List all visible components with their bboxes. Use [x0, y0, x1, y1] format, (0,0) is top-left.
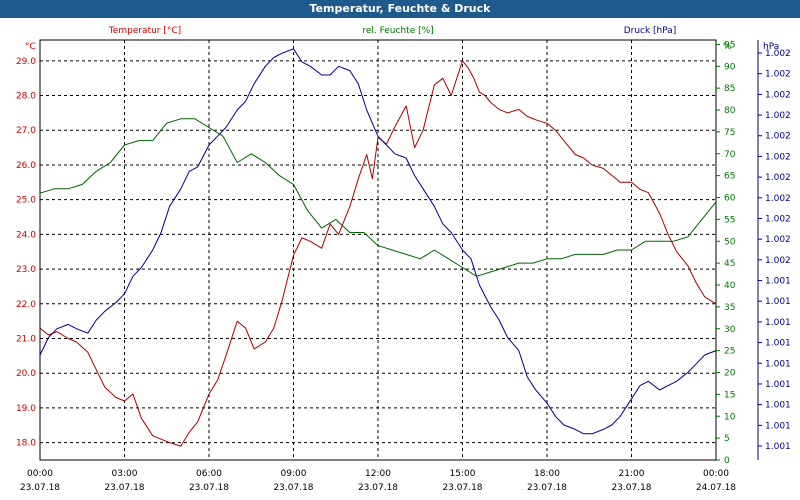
- x-tick-time-label: 12:00: [365, 469, 391, 479]
- x-tick-time-label: 00:00: [27, 469, 53, 479]
- x-tick-time-label: 21:00: [619, 469, 645, 479]
- y-tick-pressure-label: 1.002: [765, 49, 791, 59]
- y-tick-temperature-label: 20.0: [16, 369, 36, 379]
- y-tick-pressure-label: 1.001: [765, 339, 791, 349]
- y-tick-humidity-label: 15: [724, 390, 735, 400]
- x-tick-time-label: 15:00: [450, 469, 476, 479]
- y-tick-pressure-label: 1.002: [765, 235, 791, 245]
- axes-layer: 00:00 23.07.18 03:00 23.07.18 06:00 23.07.18 0…: [16, 40, 791, 493]
- y-tick-pressure-label: 1.001: [765, 318, 791, 328]
- x-tick-date-label: 24.07.18: [696, 483, 736, 493]
- y-tick-pressure-label: 1.001: [765, 421, 791, 431]
- grid: [40, 40, 716, 460]
- y-tick-pressure-label: 1.002: [765, 70, 791, 80]
- y-tick-humidity-label: 45: [724, 259, 735, 269]
- y-tick-humidity-label: 20: [724, 369, 736, 379]
- y-tick-humidity-label: 30: [724, 325, 736, 335]
- x-tick-date-label: 23.07.18: [527, 483, 567, 493]
- y-tick-humidity-label: 60: [724, 194, 736, 204]
- y-tick-humidity-label: 80: [724, 106, 736, 116]
- y-tick-humidity-label: 0: [724, 456, 730, 466]
- x-tick-date-label: 23.07.18: [442, 483, 482, 493]
- y-tick-pressure-label: 1.002: [765, 173, 791, 183]
- y-tick-temperature-label: 27.0: [16, 126, 36, 136]
- y-tick-pressure-label: 1.001: [765, 401, 791, 411]
- x-tick-time-label: 09:00: [281, 469, 307, 479]
- y-tick-temperature-label: 22.0: [16, 300, 36, 310]
- y-tick-humidity-label: 25: [724, 347, 735, 357]
- y-tick-pressure-label: 1.001: [765, 277, 791, 287]
- y-tick-temperature-label: 29.0: [16, 57, 36, 67]
- x-tick-time-label: 00:00: [703, 469, 729, 479]
- x-tick-time-label: 03:00: [112, 469, 138, 479]
- y-tick-temperature-label: 23.0: [16, 265, 36, 275]
- y-tick-humidity-label: 10: [724, 412, 736, 422]
- y-tick-humidity-label: 35: [724, 303, 735, 313]
- y-tick-pressure-label: 1.001: [765, 297, 791, 307]
- y-tick-pressure-label: 1.001: [765, 380, 791, 390]
- y-tick-pressure-label: 1.002: [765, 111, 791, 121]
- y-tick-pressure-label: 1.002: [765, 90, 791, 100]
- legend-humidity: rel. Feuchte [%]: [362, 26, 433, 36]
- line-chart: 00:00 23.07.18 03:00 23.07.18 06:00 23.07.18 0…: [16, 26, 791, 493]
- y-tick-humidity-label: 55: [724, 215, 735, 225]
- y-tick-temperature-label: 21.0: [16, 335, 36, 345]
- y-tick-humidity-label: 65: [724, 172, 735, 182]
- x-tick-date-label: 23.07.18: [611, 483, 651, 493]
- y-tick-humidity-label: 50: [724, 237, 736, 247]
- y-tick-pressure-label: 1.002: [765, 194, 791, 204]
- x-tick-time-label: 06:00: [196, 469, 222, 479]
- y-tick-temperature-label: 19.0: [16, 404, 36, 414]
- y-tick-pressure-label: 1.002: [765, 132, 791, 142]
- y-tick-pressure-label: 1.001: [765, 442, 791, 452]
- y-tick-pressure-label: 1.001: [765, 359, 791, 369]
- legend-pressure: Druck [hPa]: [624, 26, 677, 36]
- x-tick-time-label: 18:00: [534, 469, 560, 479]
- y-tick-pressure-label: 1.002: [765, 214, 791, 224]
- x-tick-date-label: 23.07.18: [358, 483, 398, 493]
- y-tick-humidity-label: 75: [724, 128, 735, 138]
- y-tick-humidity-label: 40: [724, 281, 736, 291]
- y-tick-pressure-label: 1.002: [765, 152, 791, 162]
- y-tick-humidity-label: 70: [724, 150, 736, 160]
- y-tick-humidity-label: 90: [724, 62, 736, 72]
- x-tick-date-label: 23.07.18: [189, 483, 229, 493]
- humidity-unit: %: [723, 42, 732, 52]
- y-tick-pressure-label: 1.002: [765, 256, 791, 266]
- series-line-humidity: [39, 118, 717, 277]
- x-tick-date-label: 23.07.18: [273, 483, 313, 493]
- y-tick-humidity-label: 5: [724, 434, 730, 444]
- y-tick-temperature-label: 28.0: [16, 92, 36, 102]
- x-tick-date-label: 23.07.18: [20, 483, 60, 493]
- series-layer: [39, 48, 717, 447]
- pressure-unit: hPa: [763, 42, 779, 52]
- legend-temperature: Temperatur [°C]: [108, 26, 181, 36]
- temperature-unit: °C: [25, 42, 36, 52]
- y-tick-temperature-label: 26.0: [16, 161, 36, 171]
- window-title: Temperatur, Feuchte & Druck: [0, 0, 800, 18]
- y-tick-humidity-label: 95: [724, 40, 735, 50]
- y-tick-temperature-label: 24.0: [16, 230, 36, 240]
- x-tick-date-label: 23.07.18: [104, 483, 144, 493]
- y-tick-temperature-label: 25.0: [16, 196, 36, 206]
- series-line-pressure: [39, 48, 717, 435]
- y-tick-humidity-label: 85: [724, 84, 735, 94]
- y-tick-temperature-label: 18.0: [16, 439, 36, 449]
